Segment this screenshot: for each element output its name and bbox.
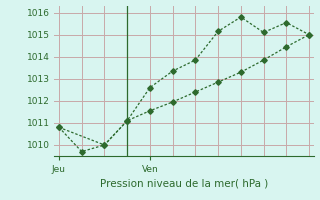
X-axis label: Pression niveau de la mer( hPa ): Pression niveau de la mer( hPa ) (100, 178, 268, 188)
